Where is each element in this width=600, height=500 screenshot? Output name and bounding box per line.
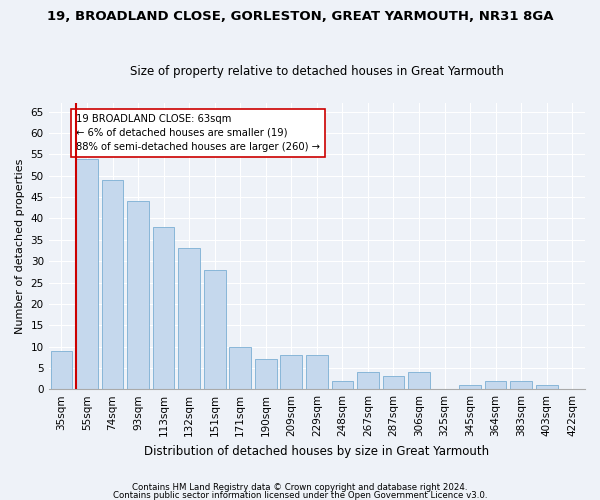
Bar — [383, 376, 404, 389]
Text: Contains HM Land Registry data © Crown copyright and database right 2024.: Contains HM Land Registry data © Crown c… — [132, 484, 468, 492]
Text: Contains public sector information licensed under the Open Government Licence v3: Contains public sector information licen… — [113, 490, 487, 500]
Bar — [229, 346, 251, 389]
Bar — [536, 385, 557, 389]
Bar — [76, 159, 98, 389]
Bar — [332, 380, 353, 389]
Bar — [101, 180, 124, 389]
Y-axis label: Number of detached properties: Number of detached properties — [15, 158, 25, 334]
Bar — [306, 355, 328, 389]
Bar — [485, 380, 506, 389]
Bar — [408, 372, 430, 389]
Bar — [255, 360, 277, 389]
Bar — [50, 351, 72, 389]
Bar — [280, 355, 302, 389]
Title: Size of property relative to detached houses in Great Yarmouth: Size of property relative to detached ho… — [130, 66, 504, 78]
X-axis label: Distribution of detached houses by size in Great Yarmouth: Distribution of detached houses by size … — [144, 444, 490, 458]
Bar — [459, 385, 481, 389]
Bar — [357, 372, 379, 389]
Bar — [510, 380, 532, 389]
Bar — [204, 270, 226, 389]
Text: 19, BROADLAND CLOSE, GORLESTON, GREAT YARMOUTH, NR31 8GA: 19, BROADLAND CLOSE, GORLESTON, GREAT YA… — [47, 10, 553, 23]
Bar — [178, 248, 200, 389]
Text: 19 BROADLAND CLOSE: 63sqm
← 6% of detached houses are smaller (19)
88% of semi-d: 19 BROADLAND CLOSE: 63sqm ← 6% of detach… — [76, 114, 320, 152]
Bar — [127, 202, 149, 389]
Bar — [153, 227, 175, 389]
